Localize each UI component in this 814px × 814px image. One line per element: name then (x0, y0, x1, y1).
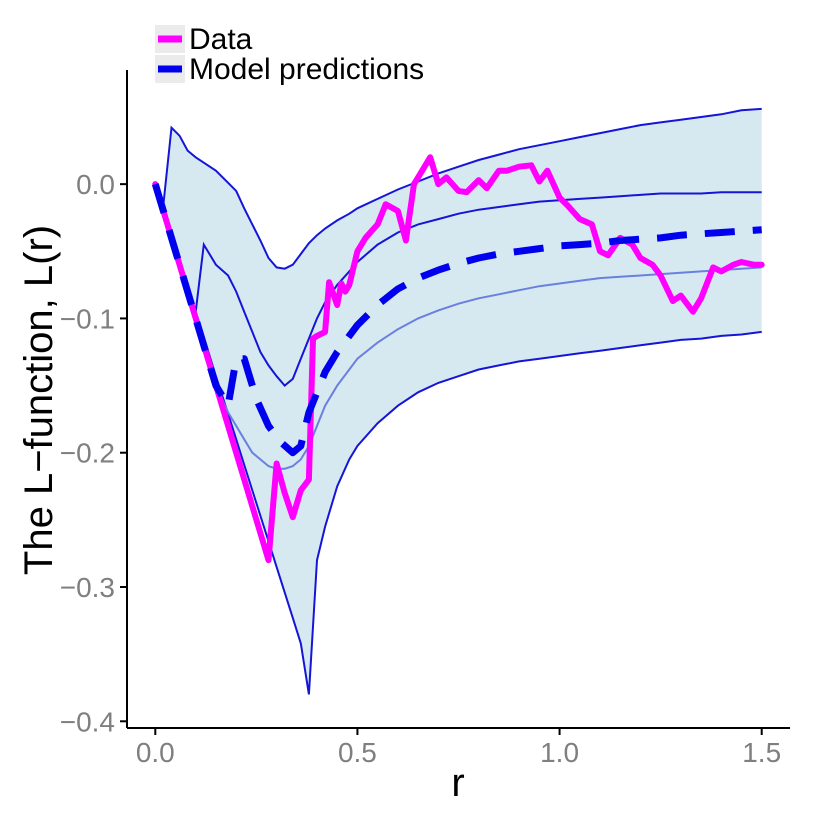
y-tick-label: −0.3 (60, 572, 115, 603)
x-axis-title: r (451, 761, 464, 805)
envelope-upper-line (154, 107, 762, 270)
y-tick-label: −0.4 (60, 706, 115, 737)
legend-label-model: Model predictions (189, 53, 424, 86)
series-layer (151, 154, 765, 564)
legend-label-data: Data (189, 23, 253, 56)
legend: Data Model predictions (155, 23, 424, 86)
series-line-model (151, 183, 762, 457)
envelope-layer (154, 107, 762, 695)
x-tick-label: 1.0 (540, 737, 579, 768)
y-tick-label: −0.1 (60, 303, 115, 334)
x-tick-label: 0.0 (136, 737, 175, 768)
envelope-band (155, 108, 762, 695)
x-tick-label: 1.5 (742, 737, 781, 768)
y-axis-title: The L−function, L(r) (17, 225, 61, 575)
ticks-layer: 0.0 0.5 1.0 1.5 −0.4 −0.3 −0.2 −0.1 0.0 (60, 169, 781, 768)
y-tick-label: 0.0 (76, 169, 115, 200)
y-tick-label: −0.2 (60, 438, 115, 469)
envelope-mean-upper-line (154, 183, 762, 387)
series-line-data (152, 154, 765, 564)
x-tick-label: 0.5 (338, 737, 377, 768)
